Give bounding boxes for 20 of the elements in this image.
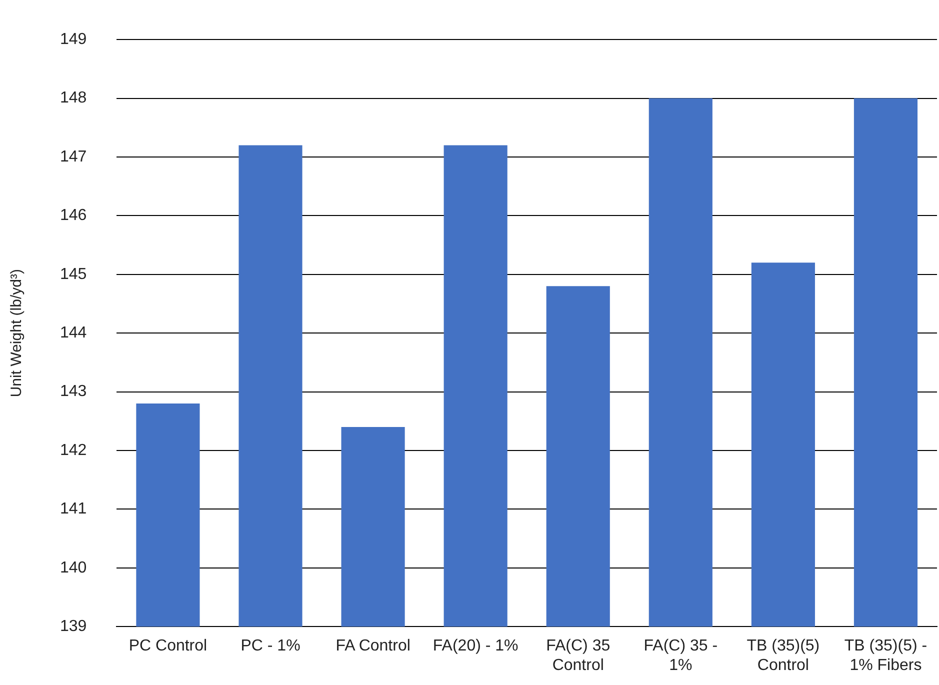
x-tick-label: FA(20) - 1%: [432, 638, 518, 655]
y-tick-label: 147: [60, 148, 87, 166]
x-tick-label: FA Control: [336, 638, 410, 655]
x-tick-label: FA(C) 35 Control: [546, 638, 610, 674]
y-tick-label: 149: [60, 31, 87, 48]
y-tick-label: 142: [60, 442, 87, 459]
x-tick-label: PC Control: [128, 638, 208, 655]
y-axis-title: Unit Weight (lb/yd³): [8, 269, 26, 398]
y-tick-label: 141: [60, 500, 87, 518]
x-tick-label: TB (35)(5) - 1% Fibers: [844, 638, 928, 674]
y-tick-label: 139: [60, 618, 87, 636]
x-tick-label: TB (35)(5) Control: [746, 638, 820, 674]
y-tick-label: 145: [60, 266, 87, 283]
y-tick-label: 140: [60, 559, 87, 576]
y-tick-label: 148: [60, 90, 87, 107]
y-tick-label: 144: [60, 324, 87, 342]
x-tick-label: FA(C) 35 - 1%: [644, 638, 718, 674]
x-tick-label: PC - 1%: [240, 638, 300, 655]
y-tick-label: 146: [60, 207, 87, 224]
y-tick-label: 143: [60, 383, 87, 400]
